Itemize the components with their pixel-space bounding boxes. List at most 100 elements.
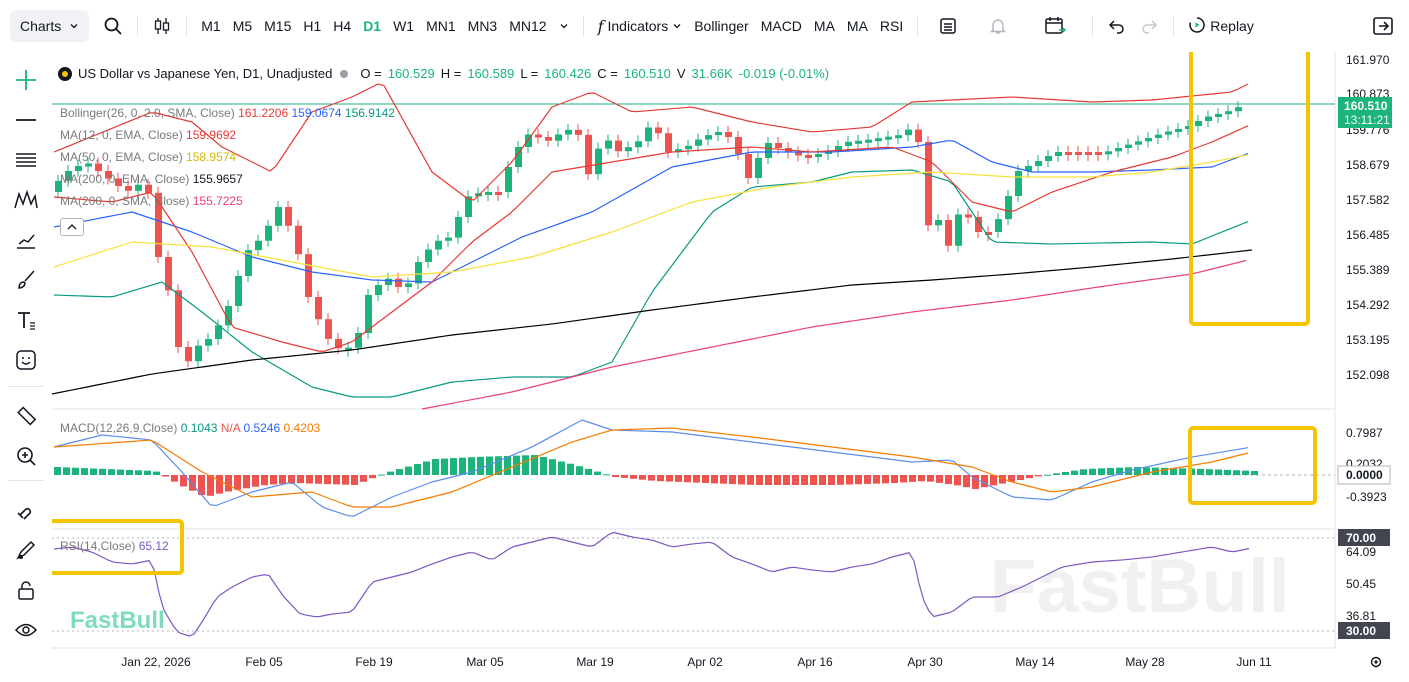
candle-body <box>1065 152 1072 155</box>
ma200e-legend[interactable]: MA(200, 0, EMA, Close) 155.9657 <box>60 172 243 186</box>
macd-label: MACD(12,26,9,Close) <box>60 421 178 435</box>
timeframe-m15[interactable]: M15 <box>264 18 292 34</box>
collapse-legend-button[interactable] <box>60 218 84 236</box>
function-icon: f <box>597 16 604 36</box>
brush-icon[interactable] <box>10 264 42 296</box>
macd-histogram-bar <box>171 475 178 482</box>
lock-icon[interactable] <box>10 574 42 606</box>
ma50-legend[interactable]: MA(50, 0, EMA, Close) 158.9574 <box>60 150 236 164</box>
macd-histogram-bar <box>963 475 970 488</box>
macd-histogram-bar <box>252 475 259 487</box>
timeframe-more-chevron-icon[interactable] <box>553 10 575 42</box>
candlestick-type-icon[interactable] <box>146 10 178 42</box>
low-label: L = <box>520 66 539 81</box>
candle-body <box>485 192 492 195</box>
undo-icon[interactable] <box>1101 10 1133 42</box>
candle-body <box>1205 116 1212 121</box>
macd-histogram-bar <box>369 475 376 479</box>
quick-indicator-bollinger[interactable]: Bollinger <box>694 18 749 34</box>
chart-area[interactable]: FastBull FastBull 161.970 160.873 159.77… <box>52 52 1409 682</box>
macd-legend[interactable]: MACD(12,26,9,Close) 0.1043 N/A 0.5246 0.… <box>60 421 320 435</box>
macd-histogram-bar <box>981 475 988 488</box>
macd-histogram-bar <box>1080 469 1087 475</box>
replay-button[interactable]: Replay <box>1182 10 1260 42</box>
candle-body <box>215 325 222 339</box>
pattern-icon[interactable] <box>10 184 42 216</box>
timeframe-m5[interactable]: M5 <box>232 18 253 34</box>
macd-histogram-bar <box>288 475 295 484</box>
text-tool-icon[interactable] <box>10 304 42 336</box>
indicators-button[interactable]: f Indicators <box>592 10 689 42</box>
timeframe-mn1[interactable]: MN1 <box>426 18 456 34</box>
macd-histogram-bar <box>900 475 907 483</box>
candle-body <box>845 141 852 146</box>
macd-histogram-bar <box>738 475 745 485</box>
zoom-in-icon[interactable] <box>10 440 42 472</box>
candle-body <box>605 140 612 149</box>
candle-body <box>505 167 512 192</box>
candle-body <box>1045 156 1052 161</box>
macd-histogram-bar <box>999 475 1006 484</box>
redo-icon[interactable] <box>1133 10 1165 42</box>
quick-indicator-ma[interactable]: MA <box>813 18 835 34</box>
macd-histogram-bar <box>612 475 619 477</box>
quick-indicator-rsi[interactable]: RSI <box>879 18 904 34</box>
emoji-icon[interactable] <box>10 344 42 376</box>
macd-histogram-bar <box>1026 475 1033 479</box>
quick-indicator-ma-2[interactable]: MA <box>846 18 868 34</box>
timeframe-mn12[interactable]: MN12 <box>509 18 547 34</box>
macd-histogram-bar <box>765 475 772 485</box>
candle-body <box>705 135 712 140</box>
macd-value-3: 0.5246 <box>243 421 281 435</box>
macd-histogram-bar <box>162 475 169 477</box>
chart-canvas[interactable]: FastBull FastBull 161.970 160.873 159.77… <box>52 52 1409 682</box>
ruler-icon[interactable] <box>10 400 42 432</box>
candle-body <box>1195 121 1202 126</box>
candle-body <box>445 237 452 241</box>
bollinger-legend[interactable]: Bollinger(26, 0, 2.0, SMA, Close) 161.22… <box>60 106 395 120</box>
macd-histogram-bar <box>387 471 394 475</box>
timeframe-h4[interactable]: H4 <box>333 18 352 34</box>
bollinger-upper-line <box>53 83 1249 201</box>
timeframe-w1[interactable]: W1 <box>393 18 415 34</box>
candle-body <box>765 143 772 158</box>
price-tick: 155.389 <box>1346 263 1390 277</box>
macd-histogram-bar <box>693 475 700 483</box>
candle-body <box>645 127 652 142</box>
time-label: Apr 30 <box>907 655 943 669</box>
alert-bell-icon[interactable] <box>982 10 1014 42</box>
macd-histogram-bar <box>207 475 214 496</box>
quick-indicator-macd[interactable]: MACD <box>760 18 802 34</box>
macd-histogram-bar <box>63 467 70 475</box>
candle-body <box>735 137 742 154</box>
ma200s-legend[interactable]: MA(200, 0, SMA, Close) 155.7225 <box>60 194 243 208</box>
search-icon[interactable] <box>97 10 129 42</box>
timeframe-d1[interactable]: D1 <box>363 18 382 34</box>
drawing-tools-icon[interactable] <box>10 534 42 566</box>
candle-body <box>365 295 372 333</box>
candle-body <box>1005 196 1012 220</box>
candle-body <box>465 196 472 217</box>
candle-body <box>755 158 762 178</box>
timeframe-mn3[interactable]: MN3 <box>467 18 498 34</box>
ma200e-value: 155.9657 <box>192 172 243 186</box>
magnet-icon[interactable] <box>10 494 42 526</box>
macd-histogram-bar <box>531 455 538 475</box>
template-icon[interactable] <box>932 10 964 42</box>
settings-gear-icon[interactable] <box>1370 656 1382 668</box>
timeframe-h1[interactable]: H1 <box>303 18 322 34</box>
horizontal-line-icon[interactable] <box>10 104 42 136</box>
eye-icon[interactable] <box>10 614 42 646</box>
candle-body <box>1165 131 1172 135</box>
forecast-icon[interactable] <box>10 224 42 256</box>
fib-retracement-icon[interactable] <box>10 144 42 176</box>
charts-menu-button[interactable]: Charts <box>10 10 90 42</box>
macd-histogram-bar <box>90 468 97 475</box>
rsi-legend[interactable]: RSI(14,Close) 65.12 <box>60 539 169 553</box>
calendar-icon[interactable] <box>1038 10 1072 42</box>
timeframe-m1[interactable]: M1 <box>201 18 221 34</box>
crosshair-icon[interactable] <box>10 64 42 96</box>
rsi-line <box>53 531 1250 637</box>
fullscreen-icon[interactable] <box>1366 10 1400 42</box>
ma12-legend[interactable]: MA(12, 0, EMA, Close) 159.9692 <box>60 128 236 142</box>
